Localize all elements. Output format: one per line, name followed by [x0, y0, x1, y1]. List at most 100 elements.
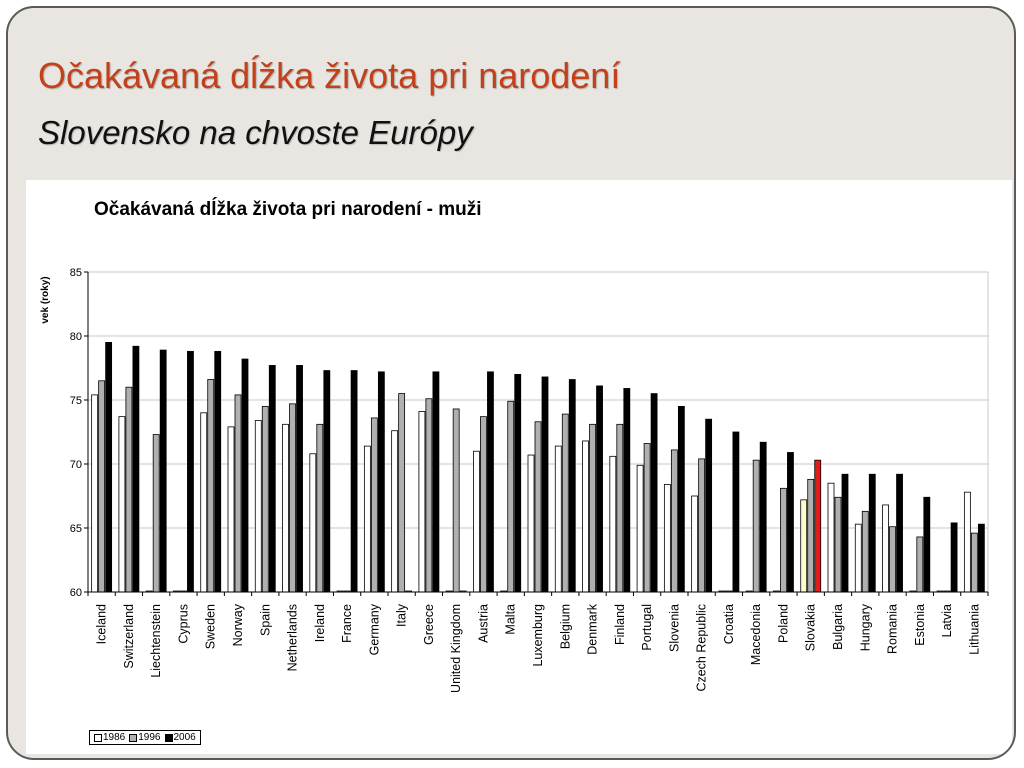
- bar-portugal-1996: [643, 443, 651, 593]
- bar-czech-republic-1986: [691, 495, 699, 593]
- bar-spain-1996: [261, 405, 269, 593]
- x-tick-label-slovenia: Slovenia: [667, 604, 681, 652]
- legend-item-2006: 2006: [164, 732, 196, 743]
- x-tick-label-lithuania: Lithuania: [967, 604, 981, 655]
- bar-slovakia-1996: [807, 478, 815, 593]
- x-tick-label-austria: Austria: [476, 604, 490, 643]
- x-tick-label-switzerland: Switzerland: [122, 604, 136, 669]
- bar-slovenia-1996: [670, 449, 678, 593]
- bar-hungary-1986: [854, 523, 862, 593]
- tick-labels: 60 65 70 75 80 85 Iceland Switzerland Liechtenst…: [70, 267, 982, 693]
- bar-slovakia-2006: [814, 459, 822, 593]
- bar-finland-1986: [609, 455, 617, 593]
- bar-greece-1996: [425, 398, 433, 593]
- legend-swatch-1996: [129, 733, 138, 742]
- bar-macedonia-1996: [752, 459, 760, 593]
- x-tick-label-italy: Italy: [395, 603, 409, 627]
- bar-ireland-1996: [316, 423, 324, 593]
- x-tick-label-slovakia: Slovakia: [804, 604, 818, 651]
- legend-item-1986: 1986: [94, 732, 125, 743]
- bar-bulgaria-1996: [834, 496, 842, 593]
- bar-iceland-1996: [98, 380, 106, 593]
- bar-luxemburg-1996: [534, 421, 542, 593]
- bar-sweden-1986: [200, 412, 208, 593]
- bar-sweden-2006: [214, 350, 222, 593]
- bar-switzerland-2006: [132, 345, 140, 593]
- bar-finland-1996: [616, 423, 624, 593]
- x-tick-label-portugal: Portugal: [640, 604, 654, 651]
- bar-france-2006: [350, 370, 358, 593]
- x-tick-label-belgium: Belgium: [558, 604, 572, 649]
- bar-czech-republic-2006: [705, 418, 713, 593]
- bar-denmark-1986: [582, 440, 589, 593]
- x-tick-label-denmark: Denmark: [586, 603, 600, 654]
- bar-netherlands-1986: [282, 423, 289, 593]
- bar-portugal-1986: [636, 464, 644, 593]
- bar-greece-1986: [418, 411, 426, 593]
- y-tick-label-75: 75: [70, 395, 82, 407]
- legend-swatch-2006: [164, 733, 173, 742]
- bar-malta-1996: [507, 400, 515, 593]
- slide-subtitle: Slovensko na chvoste Európy: [38, 114, 473, 151]
- y-tick-label-60: 60: [70, 587, 82, 599]
- legend-swatch-1986: [94, 733, 102, 742]
- bar-norway-1996: [234, 394, 242, 593]
- bar-poland-2006: [787, 452, 794, 593]
- bar-liechtenstein-2006: [159, 349, 167, 593]
- bar-slovenia-1986: [663, 484, 671, 593]
- bar-lithuania-1986: [963, 491, 971, 593]
- bar-bulgaria-1986: [827, 482, 835, 593]
- bar-norway-1986: [227, 426, 235, 593]
- bar-germany-1996: [370, 417, 378, 593]
- bar-luxemburg-2006: [541, 376, 549, 593]
- x-tick-label-czech-republic: Czech Republic: [695, 604, 709, 692]
- x-tick-label-cyprus: Cyprus: [176, 604, 190, 644]
- bar-czech-republic-1996: [698, 458, 706, 593]
- bar-hungary-2006: [868, 473, 876, 593]
- x-tick-label-ireland: Ireland: [313, 604, 327, 642]
- bars: [91, 341, 985, 593]
- bar-netherlands-1996: [289, 403, 296, 593]
- bar-austria-1986: [473, 450, 480, 593]
- bar-iceland-1986: [91, 394, 99, 593]
- bar-malta-2006: [514, 373, 522, 593]
- bar-denmark-2006: [596, 385, 603, 593]
- bar-latvia-2006: [950, 522, 958, 593]
- chart-panel: Očakávaná dĺžka života pri narodení - mu…: [26, 180, 1012, 754]
- x-tick-label-romania: Romania: [886, 604, 900, 654]
- x-tick-label-bulgaria: Bulgaria: [831, 604, 845, 650]
- y-axis-label: vek (roky): [40, 276, 51, 323]
- bar-belgium-1996: [561, 413, 569, 593]
- bar-cyprus-2006: [187, 350, 194, 593]
- bar-romania-1996: [889, 526, 896, 593]
- x-tick-label-spain: Spain: [258, 604, 272, 636]
- slide-title: Očakávaná dĺžka života pri narodení: [38, 55, 621, 96]
- x-tick-label-sweden: Sweden: [204, 604, 218, 649]
- x-tick-label-united-kingdom: United Kingdom: [449, 604, 463, 693]
- x-tick-label-estonia: Estonia: [913, 604, 927, 646]
- bar-germany-1986: [363, 445, 371, 593]
- bar-italy-1986: [391, 430, 399, 593]
- bar-romania-2006: [896, 473, 903, 593]
- bar-greece-2006: [432, 371, 440, 593]
- bar-luxemburg-1986: [527, 454, 535, 593]
- bar-slovenia-2006: [677, 405, 685, 593]
- bar-spain-2006: [268, 365, 276, 593]
- bar-united-kingdom-1996: [452, 408, 460, 593]
- bar-estonia-1996: [916, 536, 924, 593]
- x-tick-label-croatia: Croatia: [722, 604, 736, 644]
- legend-label-1986: 1986: [103, 732, 126, 743]
- x-tick-label-netherlands: Netherlands: [286, 604, 300, 671]
- x-tick-label-malta: Malta: [504, 604, 518, 635]
- bar-italy-1996: [398, 393, 406, 593]
- x-tick-label-luxemburg: Luxemburg: [531, 604, 545, 667]
- chart-legend: 1986 1996 2006: [89, 730, 201, 745]
- y-tick-label-85: 85: [70, 267, 82, 279]
- bar-hungary-1996: [861, 510, 869, 593]
- bar-bulgaria-2006: [841, 473, 849, 593]
- bar-finland-2006: [623, 388, 631, 593]
- bar-spain-1986: [254, 420, 262, 593]
- x-tick-label-macedonia: Macedonia: [749, 604, 763, 665]
- bar-lithuania-1996: [970, 532, 978, 593]
- slide: Očakávaná dĺžka života pri narodení Slov…: [6, 6, 1016, 760]
